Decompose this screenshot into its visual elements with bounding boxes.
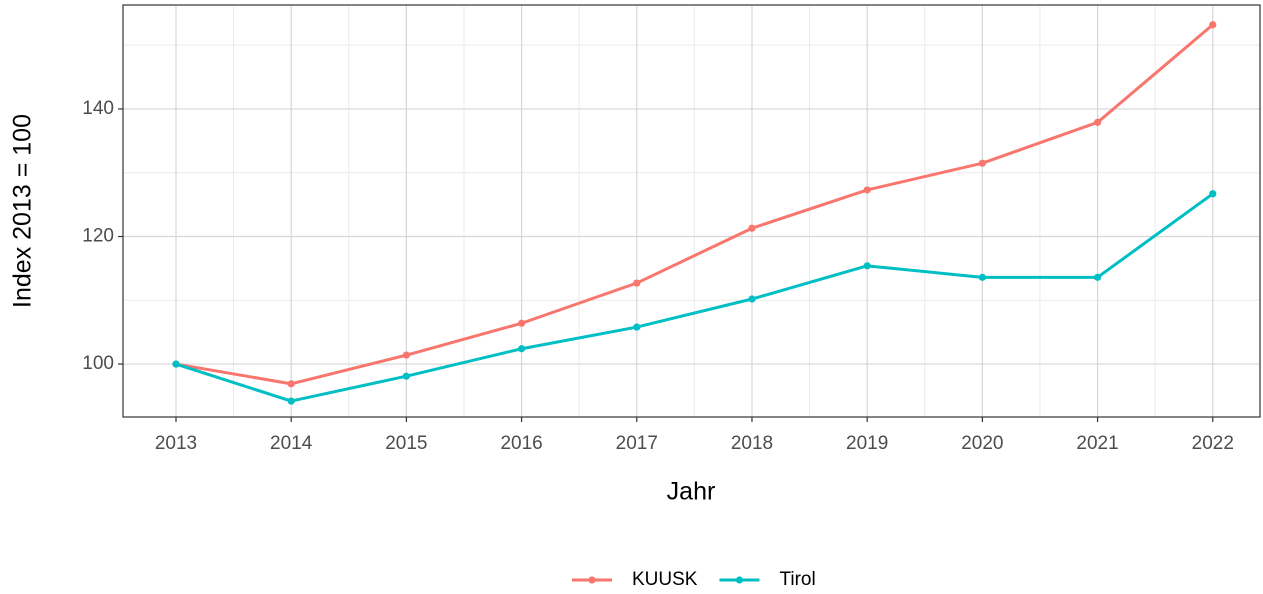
data-point — [633, 279, 641, 287]
x-tick-label: 2013 — [155, 433, 197, 454]
data-point — [172, 360, 180, 368]
data-point — [1093, 273, 1102, 281]
x-tick-label: 2015 — [385, 433, 427, 454]
data-point — [748, 224, 756, 232]
data-point — [287, 397, 295, 405]
data-point — [748, 295, 756, 303]
x-tick-label: 2018 — [731, 433, 773, 454]
data-point — [978, 273, 986, 281]
legend-key-point — [735, 576, 744, 584]
x-tick-label: 2019 — [846, 433, 888, 454]
data-point — [517, 319, 526, 327]
x-tick-label: 2014 — [270, 433, 313, 454]
series-line — [175, 192, 1214, 403]
x-axis-title: Jahr — [667, 478, 716, 506]
data-point — [1093, 118, 1102, 126]
legend-key-point — [588, 576, 596, 584]
data-point — [863, 262, 871, 270]
y-tick-label: 100 — [82, 353, 114, 374]
y-tick-label: 120 — [82, 226, 114, 247]
data-point — [978, 159, 986, 167]
x-tick-label: 2017 — [616, 433, 658, 454]
data-point — [1209, 21, 1217, 29]
data-point — [633, 323, 641, 331]
legend-label: Tirol — [779, 569, 815, 590]
x-tick-label: 2016 — [500, 433, 542, 454]
grid — [123, 5, 1260, 417]
x-tick-label: 2022 — [1192, 433, 1234, 454]
legend: KUUSK Tirol — [572, 569, 816, 590]
x-tick-label: 2020 — [961, 433, 1003, 454]
data-point — [517, 345, 526, 353]
series-line — [175, 23, 1214, 386]
y-axis-title: Index 2013 = 100 — [9, 114, 37, 308]
data-point — [863, 186, 871, 194]
data-point — [402, 351, 410, 359]
data-point — [402, 372, 410, 380]
plot-border — [122, 4, 1261, 418]
data-point — [287, 380, 295, 388]
data-point — [1209, 190, 1217, 198]
legend-label: KUUSK — [632, 569, 698, 590]
x-tick-label: 2021 — [1076, 433, 1118, 454]
y-tick-label: 140 — [82, 98, 114, 119]
